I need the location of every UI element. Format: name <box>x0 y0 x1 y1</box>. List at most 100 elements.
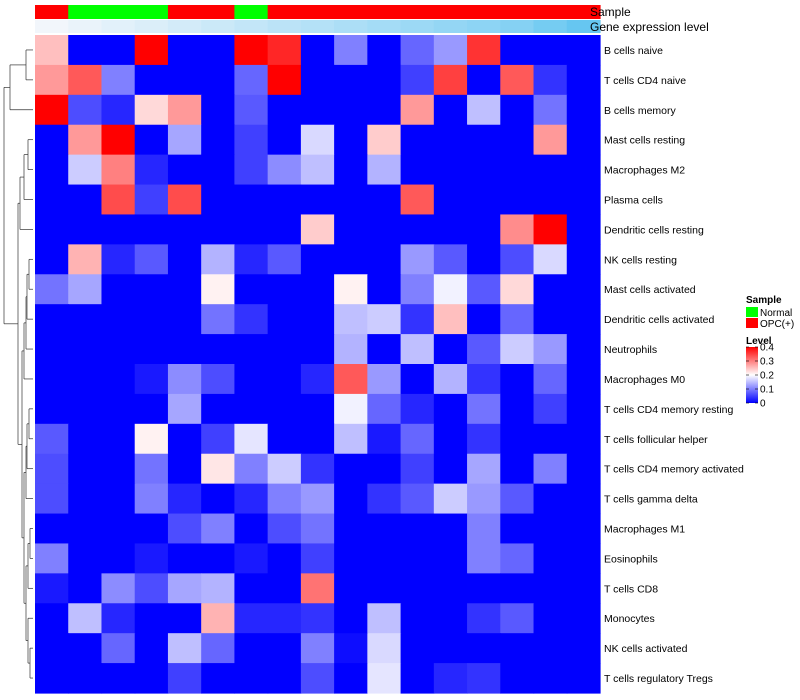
heatmap-cell <box>433 334 468 365</box>
heatmap-cell <box>300 124 335 156</box>
heatmap-cell <box>68 423 103 455</box>
heatmap-cell <box>35 35 69 66</box>
heatmap-cell <box>234 573 269 604</box>
heatmap-cell <box>433 453 468 485</box>
heatmap-cell <box>300 543 335 574</box>
heatmap-cell <box>35 573 69 604</box>
heatmap-cell <box>68 393 103 425</box>
heatmap-cell <box>334 274 368 305</box>
expression-annotation-cell <box>533 20 568 33</box>
heatmap-cell <box>467 154 501 186</box>
heatmap-cell <box>35 64 69 96</box>
heatmap-cell <box>101 154 136 186</box>
row-label: T cells gamma delta <box>604 494 698 506</box>
heatmap-cell <box>35 513 69 545</box>
heatmap-cell <box>500 184 535 216</box>
heatmap-cell <box>300 573 335 604</box>
heatmap-cell <box>400 603 435 634</box>
heatmap-cell <box>234 244 269 275</box>
heatmap-cell <box>400 663 435 694</box>
heatmap-cell <box>101 393 136 425</box>
heatmap-cell <box>234 274 269 305</box>
heatmap-cell <box>566 543 601 574</box>
expression-annotation-cell <box>566 20 601 33</box>
heatmap-cell <box>533 244 568 275</box>
heatmap-cell <box>234 214 269 245</box>
heatmap-cell <box>68 124 103 156</box>
heatmap-cell <box>35 364 69 395</box>
heatmap-cell <box>533 124 568 156</box>
expression-annotation-cell <box>367 20 402 33</box>
heatmap-cell <box>500 334 535 365</box>
heatmap-cell <box>201 663 236 694</box>
heatmap-cell <box>201 124 236 156</box>
heatmap-cell <box>334 513 368 545</box>
heatmap-cell <box>101 663 136 694</box>
heatmap-cell <box>134 364 169 395</box>
heatmap-cell <box>467 244 501 275</box>
heatmap-cell <box>533 573 568 604</box>
heatmap-cell <box>134 64 169 96</box>
heatmap-cell <box>167 154 202 186</box>
heatmap-cell <box>201 184 236 216</box>
heatmap-cell <box>234 513 269 545</box>
heatmap-cell <box>566 364 601 395</box>
heatmap-cell <box>566 423 601 455</box>
heatmap-cell <box>334 184 368 216</box>
heatmap-cell <box>467 124 501 156</box>
heatmap-cell <box>566 304 601 335</box>
heatmap-cell <box>35 304 69 335</box>
heatmap-cell <box>367 184 402 216</box>
heatmap-cell <box>234 64 269 96</box>
sample-annotation-cell <box>101 5 136 19</box>
heatmap-cell <box>234 304 269 335</box>
sample-annotation-label: Sample <box>590 5 631 19</box>
heatmap-cell <box>101 124 136 156</box>
heatmap-cell <box>234 453 269 485</box>
heatmap-cell <box>400 94 435 126</box>
heatmap-cell <box>267 453 302 485</box>
heatmap-cell <box>201 513 236 545</box>
heatmap-cell <box>467 214 501 245</box>
heatmap-cell <box>134 543 169 574</box>
heatmap-cell <box>300 244 335 275</box>
heatmap-cell <box>334 124 368 156</box>
legend-opc-label: OPC(+) <box>760 319 794 330</box>
sample-annotation-cell <box>35 5 69 19</box>
heatmap-cell <box>234 663 269 694</box>
heatmap-cell <box>68 304 103 335</box>
heatmap-cell <box>467 184 501 216</box>
heatmap-cell <box>201 633 236 664</box>
heatmap-cell <box>433 274 468 305</box>
heatmap-cell <box>433 543 468 574</box>
heatmap-cell <box>234 483 269 515</box>
heatmap-cell <box>201 603 236 634</box>
heatmap-cell <box>267 154 302 186</box>
heatmap-cell <box>433 483 468 515</box>
sample-annotation-cell <box>400 5 435 19</box>
heatmap-cell <box>300 513 335 545</box>
heatmap-cell <box>101 423 136 455</box>
heatmap-cell <box>334 364 368 395</box>
level-tick-label: 0.1 <box>760 385 774 396</box>
heatmap-cell <box>101 334 136 365</box>
heatmap-cell <box>566 244 601 275</box>
heatmap-cell <box>566 64 601 96</box>
heatmap-cell <box>134 274 169 305</box>
heatmap-cell <box>101 184 136 216</box>
heatmap-cell <box>101 543 136 574</box>
heatmap-cell <box>234 334 269 365</box>
heatmap-cell <box>533 513 568 545</box>
heatmap-cell <box>533 64 568 96</box>
heatmap-cell <box>234 543 269 574</box>
heatmap-cell <box>134 214 169 245</box>
heatmap-cell <box>267 513 302 545</box>
heatmap-cell <box>201 214 236 245</box>
heatmap-cell <box>334 214 368 245</box>
heatmap-cell <box>167 35 202 66</box>
heatmap-cell <box>68 603 103 634</box>
heatmap-cell <box>533 633 568 664</box>
heatmap-cell <box>433 513 468 545</box>
heatmap-cell <box>367 214 402 245</box>
